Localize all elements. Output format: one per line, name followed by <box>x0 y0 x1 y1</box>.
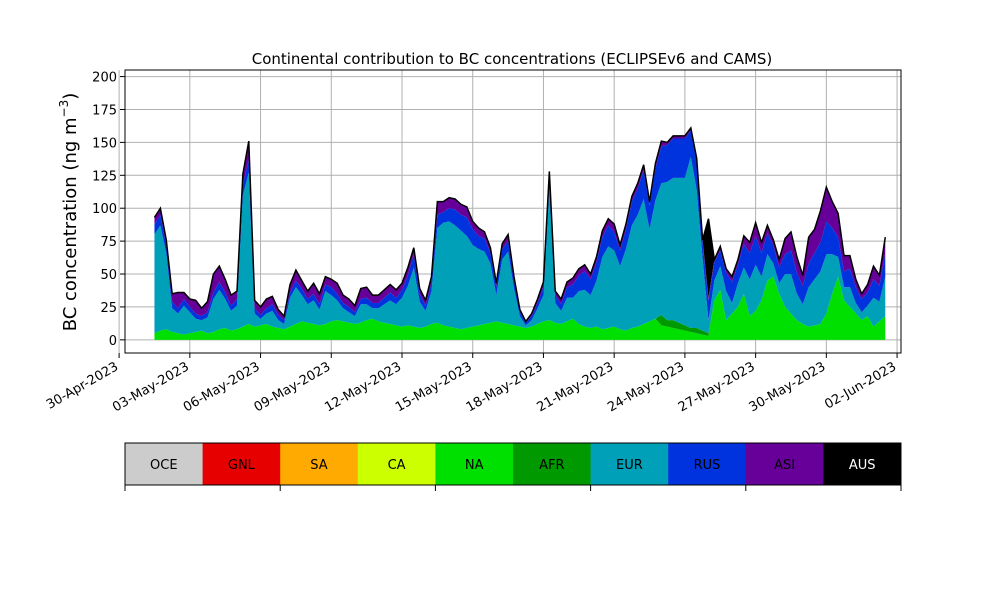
colorbar-cell-gnl <box>202 443 281 485</box>
plot-frame <box>124 69 902 354</box>
area-eur <box>154 156 886 335</box>
y-tick-label: 200 <box>92 71 117 86</box>
y-axis-label-close: ) <box>60 93 81 100</box>
colorbar-cell-eur <box>590 443 669 485</box>
colorbar-label: RUS <box>694 458 721 473</box>
y-tick-label: 125 <box>92 169 117 184</box>
colorbar-label: OCE <box>150 458 178 473</box>
region-colorbar: OCE GNL SA CA NA AFR EUR RUS ASI AUS <box>124 442 902 491</box>
colorbar-label: GNL <box>228 458 256 473</box>
colorbar-cell-oce <box>125 443 204 485</box>
y-tick-label: 175 <box>92 103 117 118</box>
y-tick-label: 100 <box>92 202 117 217</box>
y-axis-label: BC concentration (ng m−3) <box>57 93 81 332</box>
colorbar-cell-ca <box>357 443 436 485</box>
y-axis-label-superscript: −3 <box>57 100 71 118</box>
colorbar-cell-rus <box>668 443 747 485</box>
colorbar-label: ASI <box>774 458 795 473</box>
colorbar-cell-na <box>435 443 514 485</box>
stacked-areas <box>154 127 886 340</box>
y-tick-label: 50 <box>100 268 117 283</box>
colorbar-label: EUR <box>616 458 643 473</box>
colorbar-cell-afr <box>513 443 592 485</box>
colorbar-label: AFR <box>539 458 564 473</box>
y-tick-label: 0 <box>109 334 117 349</box>
y-axis-ticks: 0 25 50 75 100 125 150 175 200 <box>92 71 125 349</box>
y-tick-label: 75 <box>100 235 117 250</box>
area-na <box>154 276 886 340</box>
total-line <box>153 126 887 323</box>
chart-title: Continental contribution to BC concentra… <box>252 50 773 68</box>
colorbar-label: SA <box>310 458 327 473</box>
colorbar-frame <box>124 442 902 486</box>
colorbar-label: AUS <box>849 458 876 473</box>
y-tick-label: 25 <box>100 301 117 316</box>
total-outline <box>153 126 887 323</box>
colorbar-cell-sa <box>280 443 359 485</box>
colorbar-label: CA <box>388 458 406 473</box>
y-tick-label: 150 <box>92 136 117 151</box>
colorbar-cell-aus <box>823 443 902 485</box>
colorbar-label: NA <box>465 458 484 473</box>
colorbar-cell-asi <box>745 443 824 485</box>
y-axis-label-text: BC concentration (ng m <box>60 117 81 331</box>
